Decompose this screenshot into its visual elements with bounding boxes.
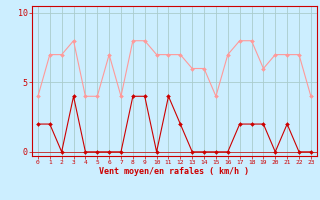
X-axis label: Vent moyen/en rafales ( km/h ): Vent moyen/en rafales ( km/h )	[100, 167, 249, 176]
